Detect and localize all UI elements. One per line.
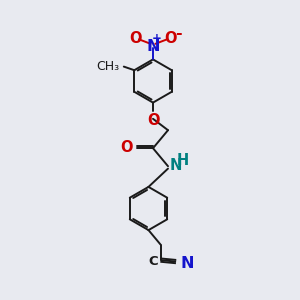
Text: N: N [146, 39, 160, 54]
Text: O: O [147, 113, 159, 128]
Text: O: O [129, 31, 142, 46]
Text: H: H [177, 153, 189, 168]
Text: CH₃: CH₃ [96, 59, 119, 73]
Text: O: O [121, 140, 133, 155]
Text: C: C [148, 255, 158, 268]
Text: N: N [180, 256, 194, 271]
Text: -: - [175, 26, 181, 41]
Text: N: N [169, 158, 182, 173]
Text: O: O [164, 31, 177, 46]
Text: +: + [152, 32, 161, 45]
